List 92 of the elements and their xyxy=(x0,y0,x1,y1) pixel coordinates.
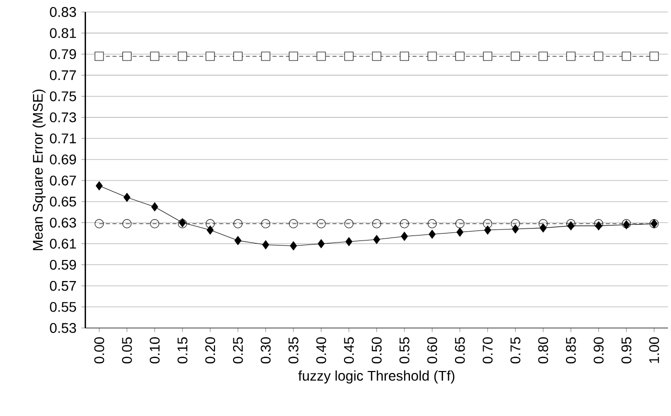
point xyxy=(261,219,270,228)
y-tick-label: 0.55 xyxy=(50,302,76,312)
point xyxy=(484,225,492,235)
point xyxy=(206,52,215,61)
point xyxy=(372,52,382,61)
point xyxy=(288,52,298,61)
x-tick-label: 0.65 xyxy=(454,337,465,364)
point xyxy=(233,52,242,61)
x-tick-label: 0.25 xyxy=(232,337,243,364)
point xyxy=(344,219,354,228)
y-tick-label: 0.67 xyxy=(50,176,76,186)
point xyxy=(94,219,104,228)
point xyxy=(455,52,464,61)
point xyxy=(483,219,492,228)
x-tick-label: 0.45 xyxy=(344,337,354,364)
point xyxy=(344,52,354,61)
y-tick-label: 0.79 xyxy=(50,49,76,60)
point xyxy=(512,224,519,234)
point xyxy=(372,219,382,228)
point xyxy=(566,52,576,61)
x-tick-label: 0.35 xyxy=(288,337,298,364)
y-tick-label: 0.83 xyxy=(50,7,76,17)
point xyxy=(206,219,215,228)
y-tick-label: 0.57 xyxy=(50,280,76,291)
point xyxy=(178,52,187,61)
point xyxy=(150,219,160,228)
y-axis-title: Mean Square Error (MSE) xyxy=(32,90,46,250)
point xyxy=(122,219,132,228)
point xyxy=(400,232,408,241)
point xyxy=(456,228,464,237)
point xyxy=(151,202,158,212)
x-tick-label: 0.90 xyxy=(594,337,604,364)
x-tick-label: 1.00 xyxy=(649,337,660,363)
x-tick-label: 0.50 xyxy=(372,337,382,364)
x-tick-label: 0.30 xyxy=(260,337,271,364)
point xyxy=(290,241,297,250)
point xyxy=(206,225,214,235)
point xyxy=(428,219,437,228)
x-tick-label: 0.10 xyxy=(150,337,160,364)
point xyxy=(483,52,492,61)
point xyxy=(233,219,242,228)
point xyxy=(150,52,160,61)
point xyxy=(373,234,380,244)
x-tick-label: 0.40 xyxy=(316,337,326,364)
point xyxy=(510,52,520,61)
point xyxy=(316,52,326,61)
x-tick-label: 0.05 xyxy=(122,337,132,364)
x-tick-label: 0.15 xyxy=(178,337,188,364)
x-axis-title: fuzzy logic Threshold (Tf) xyxy=(298,370,454,384)
y-tick-label: 0.65 xyxy=(50,196,76,207)
x-tick-label: 0.60 xyxy=(427,337,438,364)
y-tick-label: 0.71 xyxy=(50,133,76,144)
x-tick-label: 0.70 xyxy=(482,337,493,364)
y-tick-label: 0.81 xyxy=(50,28,76,38)
y-tick-label: 0.75 xyxy=(50,91,76,102)
y-tick-label: 0.77 xyxy=(50,70,76,80)
y-tick-label: 0.59 xyxy=(50,260,76,270)
point xyxy=(94,52,104,61)
point xyxy=(622,52,631,61)
point xyxy=(455,219,464,228)
point xyxy=(594,52,604,61)
point xyxy=(650,52,659,61)
point xyxy=(345,237,352,246)
point xyxy=(318,239,325,248)
point xyxy=(538,52,548,61)
x-tick-label: 0.75 xyxy=(510,337,520,364)
y-tick-label: 0.73 xyxy=(50,112,76,122)
point xyxy=(122,52,132,61)
point xyxy=(316,219,326,228)
x-tick-label: 0.00 xyxy=(94,337,104,364)
x-tick-label: 0.95 xyxy=(621,337,632,364)
point xyxy=(234,236,242,246)
point xyxy=(540,223,547,232)
y-tick-label: 0.63 xyxy=(50,218,76,228)
point xyxy=(123,192,130,202)
y-tick-label: 0.53 xyxy=(50,323,76,333)
x-tick-label: 0.80 xyxy=(538,337,548,364)
point xyxy=(400,219,409,228)
point xyxy=(96,181,103,190)
x-tick-label: 0.85 xyxy=(566,337,576,364)
y-tick-label: 0.69 xyxy=(50,154,76,164)
point xyxy=(288,219,298,228)
point xyxy=(428,52,437,61)
y-tick-label: 0.61 xyxy=(50,238,76,249)
point xyxy=(261,52,270,61)
point xyxy=(538,219,548,228)
point xyxy=(510,219,520,228)
point xyxy=(428,230,436,239)
point xyxy=(262,240,270,250)
x-tick-label: 0.20 xyxy=(205,337,216,364)
x-tick-label: 0.55 xyxy=(399,337,410,364)
point xyxy=(400,52,409,61)
